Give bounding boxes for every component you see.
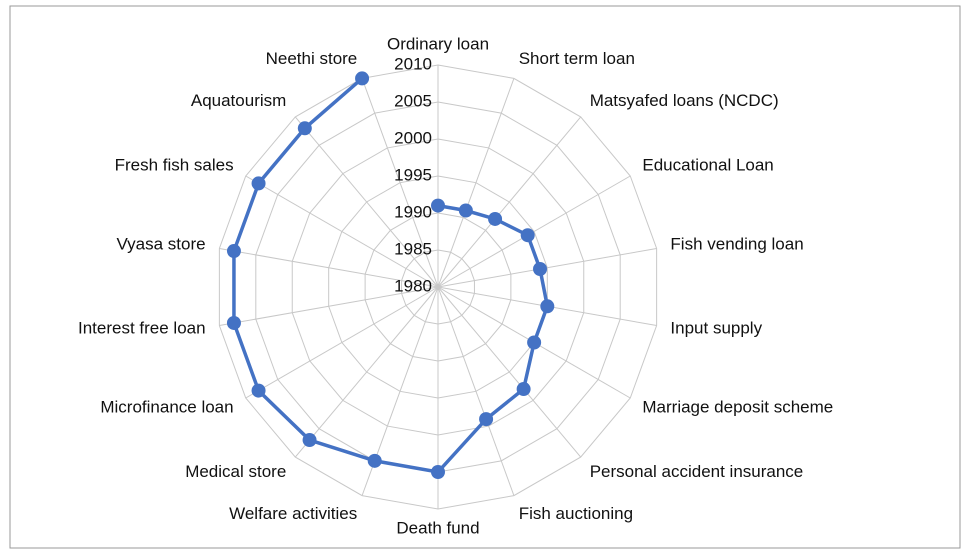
spoke <box>437 286 515 496</box>
category-label: Fresh fish sales <box>115 155 234 174</box>
category-label: Marriage deposit scheme <box>642 397 833 416</box>
category-label: Personal accident insurance <box>590 462 804 481</box>
category-label: Microfinance loan <box>100 397 233 416</box>
point <box>302 433 317 448</box>
spoke <box>245 175 439 288</box>
chart-frame <box>9 5 961 549</box>
spoke <box>294 116 439 288</box>
category-label: Death fund <box>396 518 479 537</box>
category-label: Fish vending loan <box>670 234 803 253</box>
spoke <box>294 286 439 458</box>
point <box>479 412 494 427</box>
point <box>251 383 266 398</box>
category-label: Short term loan <box>519 49 635 68</box>
point <box>431 465 445 479</box>
spoke <box>437 175 631 288</box>
r-tick-label: 1990 <box>394 202 432 221</box>
spoke <box>245 286 439 399</box>
point <box>226 244 241 259</box>
point <box>516 382 531 397</box>
category-label: Medical store <box>185 462 286 481</box>
category-label: Aquatourism <box>191 91 286 110</box>
spoke <box>437 78 515 288</box>
category-label: Welfare activities <box>229 504 357 523</box>
category-label: Matsyafed loans (NCDC) <box>590 91 779 110</box>
point <box>367 453 382 468</box>
spoke <box>437 247 657 288</box>
category-label: Vyasa store <box>116 234 205 253</box>
category-label: Ordinary loan <box>387 34 489 53</box>
category-label: Neethi store <box>266 49 358 68</box>
category-label: Input supply <box>670 319 762 338</box>
spoke <box>437 286 582 458</box>
point <box>540 299 555 314</box>
point <box>533 262 548 277</box>
point <box>226 315 241 330</box>
spoke <box>219 247 439 288</box>
category-label: Interest free loan <box>78 319 206 338</box>
category-label: Educational Loan <box>642 155 773 174</box>
point <box>527 335 542 350</box>
category-label: Fish auctioning <box>519 504 633 523</box>
point <box>431 198 445 213</box>
point <box>458 203 473 218</box>
r-tick-label: 1985 <box>394 239 432 258</box>
point <box>297 121 312 136</box>
point <box>355 71 370 86</box>
point <box>488 211 503 226</box>
point <box>520 228 535 243</box>
r-tick-label: 1995 <box>394 165 432 184</box>
spoke <box>437 116 582 288</box>
spoke <box>219 286 439 327</box>
r-tick-label: 1980 <box>394 276 432 295</box>
point <box>251 176 266 191</box>
r-tick-label: 2010 <box>394 54 432 73</box>
spoke <box>361 78 439 288</box>
r-tick-label: 2005 <box>394 91 432 110</box>
r-tick-label: 2000 <box>394 128 432 147</box>
